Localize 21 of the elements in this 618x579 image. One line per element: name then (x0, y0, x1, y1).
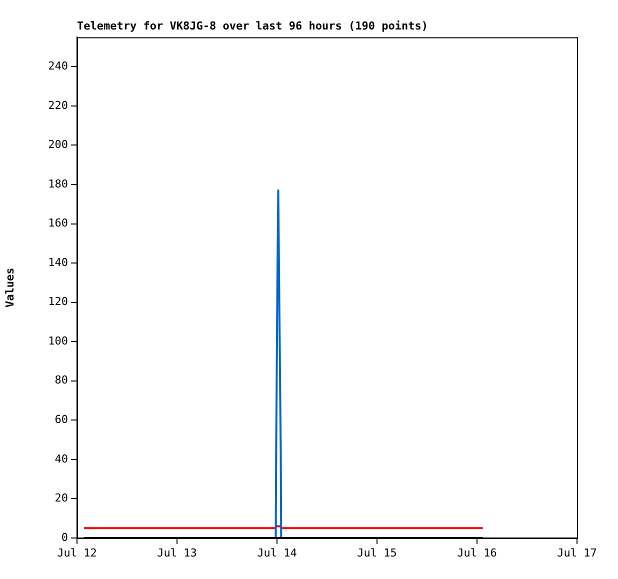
x-tick-label: Jul 17 (557, 546, 597, 560)
y-tick-label: 220 (48, 98, 68, 112)
y-tick-label: 160 (48, 216, 68, 230)
x-tick-label: Jul 16 (457, 546, 497, 560)
y-tick-label: 60 (54, 413, 68, 426)
y-tick-label: 40 (54, 452, 68, 466)
y-tick-label: 20 (54, 492, 68, 505)
y-tick-label: 180 (48, 177, 68, 190)
y-tick-label: 100 (48, 334, 68, 348)
x-tick-label: Jul 13 (157, 546, 197, 560)
y-axis-title: Values (3, 268, 16, 308)
y-tick-label: 0 (61, 530, 68, 544)
chart-title: Telemetry for VK8JG-8 over last 96 hours (190 points) (77, 19, 428, 32)
y-tick-label: 240 (48, 60, 68, 73)
y-tick-label: 80 (54, 374, 68, 387)
x-tick-label: Jul 14 (257, 546, 298, 560)
x-tick-label: Jul 12 (57, 546, 97, 560)
y-tick-label: 200 (48, 138, 68, 152)
y-tick-label: 120 (48, 295, 68, 308)
y-tick-label: 140 (48, 256, 68, 269)
x-tick-label: Jul 15 (357, 546, 397, 560)
